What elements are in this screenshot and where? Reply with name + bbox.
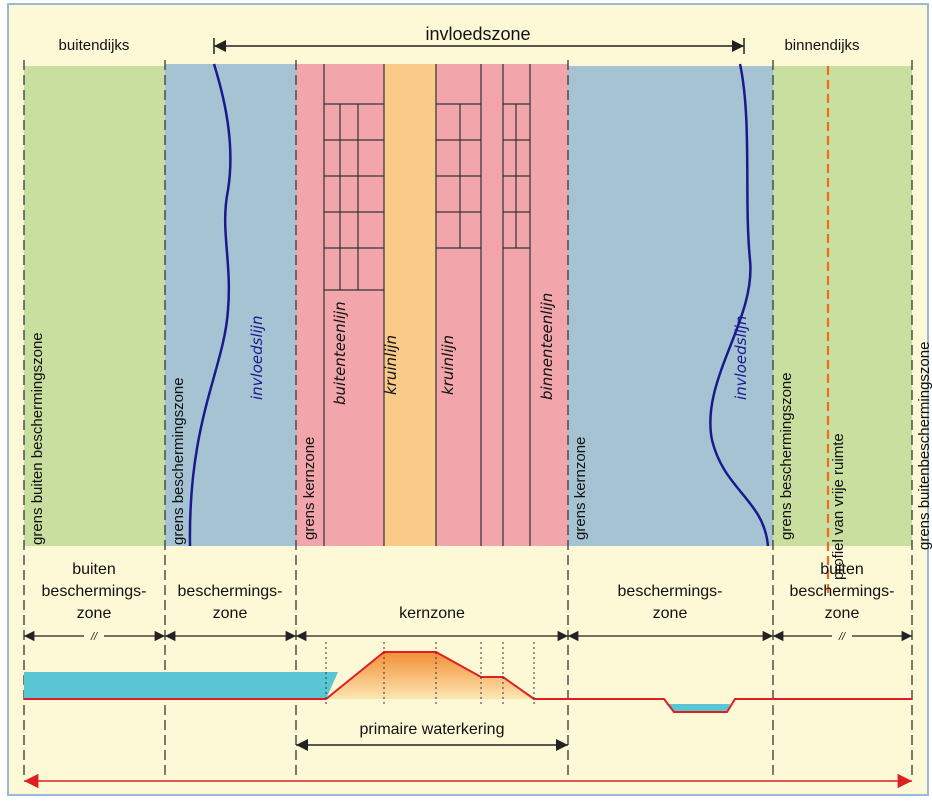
label-boundary-protection-left: grens beschermingszone <box>170 377 187 545</box>
outer-protection-band-right <box>773 66 912 546</box>
zone-core: kernzone <box>399 605 465 622</box>
label-inside: binnendijks <box>784 37 859 54</box>
label-outer-toe-line: buitenteenlijn <box>331 301 349 405</box>
zone-protection-right-l2: zone <box>653 605 688 622</box>
protection-band-right <box>568 66 773 546</box>
label-inner-toe-line: binnenteenlijn <box>538 293 556 400</box>
label-primary-barrier: primaire waterkering <box>360 721 505 738</box>
zone-outer-protection-right-l3: zone <box>825 605 860 622</box>
zone-protection-right-l1: beschermings- <box>618 583 723 600</box>
label-crown-line-2: kruinlijn <box>439 335 457 395</box>
zone-outer-protection-left-l3: zone <box>77 605 112 622</box>
label-free-space-profile: profiel van vrije ruimte <box>830 433 847 580</box>
zone-outer-protection-left-l1: buiten <box>72 561 116 578</box>
label-boundary-core-right: grens kernzone <box>572 437 589 540</box>
label-boundary-protection-right: grens beschermingszone <box>778 372 795 540</box>
influence-line-left <box>188 63 232 547</box>
label-boundary-core-left: grens kernzone <box>301 437 318 540</box>
outside-water <box>24 672 338 699</box>
dike-cross-section <box>24 642 912 713</box>
label-outside: buitendijks <box>59 37 130 54</box>
label-influence-line-right: invloedslijn <box>732 316 750 400</box>
zone-names: buiten beschermings- zone beschermings- … <box>42 561 895 622</box>
label-boundary-outer-protection-left: grens buiten beschermingszone <box>29 332 46 545</box>
break-mark-right: // <box>838 631 846 643</box>
outer-protection-band-left <box>24 66 165 546</box>
influence-line-right <box>709 63 770 547</box>
zone-protection-left-l1: beschermings- <box>178 583 283 600</box>
zone-bands <box>24 64 912 546</box>
core-band-pink-right <box>436 64 568 546</box>
zone-outer-protection-right-l1: buiten <box>820 561 864 578</box>
zone-outer-protection-left-l2: beschermings- <box>42 583 147 600</box>
label-boundary-outer-protection-right: grens buitenbeschermingszone <box>916 342 932 550</box>
zone-outer-protection-right-l2: beschermings- <box>790 583 895 600</box>
crown-band <box>384 64 436 546</box>
ditch-water <box>666 704 730 712</box>
label-crown-line-1: kruinlijn <box>382 335 400 395</box>
core-lines <box>323 64 531 546</box>
ground-profile <box>24 651 912 713</box>
break-mark-left: // <box>90 631 98 643</box>
label-influence-line-left: invloedslijn <box>248 316 266 400</box>
core-grid-ticks <box>324 103 530 291</box>
label-influence-zone: invloedszone <box>425 24 530 44</box>
zone-protection-left-l2: zone <box>213 605 248 622</box>
dike-body <box>326 652 534 699</box>
